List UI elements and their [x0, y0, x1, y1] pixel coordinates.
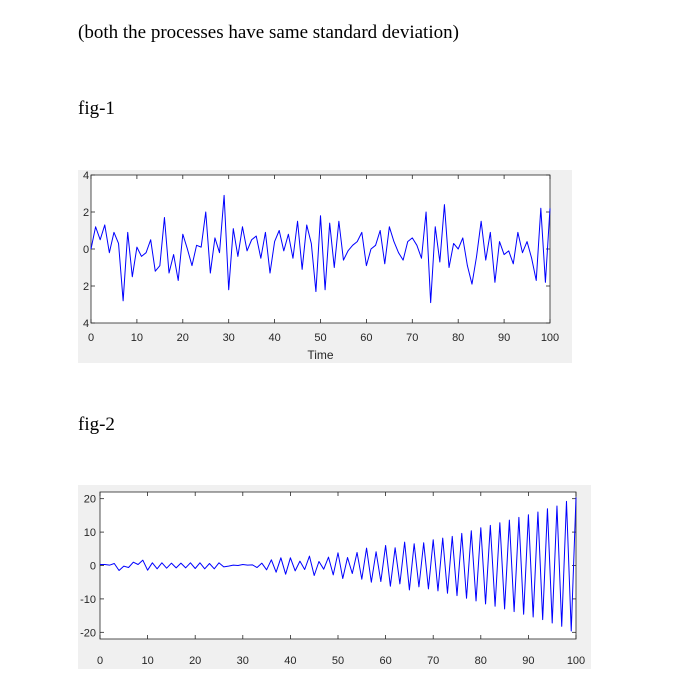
x-tick-label: 90 — [498, 332, 510, 344]
y-tick-label: 0 — [83, 244, 89, 256]
plot-area — [90, 174, 551, 324]
x-tick-label: 60 — [379, 655, 391, 667]
x-tick-label: 0 — [88, 332, 94, 344]
x-tick-label: 100 — [567, 655, 585, 667]
y-tick-label: 2 — [83, 281, 89, 293]
x-tick-label: 20 — [189, 655, 201, 667]
x-tick-label: 70 — [406, 332, 418, 344]
x-tick-label: 10 — [141, 655, 153, 667]
x-tick-label: 70 — [427, 655, 439, 667]
x-tick-label: 0 — [97, 655, 103, 667]
x-tick-label: 80 — [452, 332, 464, 344]
fig-2-label: fig-2 — [78, 414, 115, 435]
x-tick-label: 100 — [541, 332, 559, 344]
y-tick-label: 2 — [83, 207, 89, 219]
series-line — [100, 497, 577, 632]
plot-area — [99, 491, 577, 640]
y-tick-label: 4 — [83, 318, 89, 330]
x-axis-title: Time — [307, 348, 334, 362]
x-tick-label: 60 — [360, 332, 372, 344]
y-tick-label: 4 — [83, 170, 89, 182]
caption: (both the processes have same standard d… — [78, 22, 459, 43]
y-tick-label: 10 — [84, 527, 96, 539]
x-tick-label: 80 — [475, 655, 487, 667]
y-tick-label: -20 — [80, 627, 96, 639]
x-tick-label: 40 — [284, 655, 296, 667]
series-line — [90, 194, 551, 304]
x-tick-label: 50 — [314, 332, 326, 344]
y-tick-label: 20 — [84, 494, 96, 506]
x-tick-label: 30 — [223, 332, 235, 344]
x-tick-label: 30 — [237, 655, 249, 667]
x-tick-label: 20 — [177, 332, 189, 344]
x-tick-label: 40 — [268, 332, 280, 344]
x-tick-label: 10 — [131, 332, 143, 344]
x-tick-label: 50 — [332, 655, 344, 667]
fig-1-label: fig-1 — [78, 98, 115, 119]
y-tick-label: -10 — [80, 594, 96, 606]
y-tick-label: 0 — [90, 561, 96, 573]
x-tick-label: 90 — [522, 655, 534, 667]
